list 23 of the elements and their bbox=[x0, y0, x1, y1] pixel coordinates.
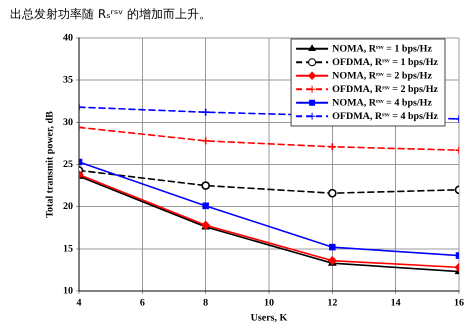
y-tick-label: 30 bbox=[63, 116, 73, 128]
x-tick-label: 10 bbox=[264, 298, 274, 309]
y-tick-label: 10 bbox=[63, 286, 73, 297]
x-tick-label: 8 bbox=[203, 298, 208, 309]
x-tick-label: 16 bbox=[454, 298, 464, 309]
y-tick-label: 40 bbox=[63, 32, 73, 44]
y-tick-label: 15 bbox=[63, 243, 73, 254]
legend-label: NOMA, Rʳˢᵛ = 4 bps/Hz bbox=[332, 97, 432, 108]
x-tick-label: 6 bbox=[140, 298, 145, 309]
y-axis-title: Total transmit power, dB bbox=[44, 110, 56, 218]
x-axis-title: Users, K bbox=[250, 312, 288, 324]
y-tick-label: 25 bbox=[63, 159, 73, 170]
legend-label: OFDMA, Rʳˢᵛ = 2 bps/Hz bbox=[332, 84, 439, 95]
y-tick-label: 35 bbox=[63, 74, 73, 86]
x-tick-label: 14 bbox=[390, 298, 401, 309]
x-tick-label: 12 bbox=[327, 298, 338, 309]
legend-label: NOMA, Rʳˢᵛ = 1 bps/Hz bbox=[332, 43, 432, 54]
x-tick-label: 4 bbox=[76, 298, 82, 309]
legend-label: OFDMA, Rʳˢᵛ = 1 bps/Hz bbox=[332, 56, 439, 68]
text: 出总发射功率随 Rₛʳˢᵛ 的增加而上升。 bbox=[10, 6, 212, 23]
legend-label: NOMA, Rʳˢᵛ = 2 bps/Hz bbox=[332, 70, 432, 82]
legend-label: OFDMA, Rʳˢᵛ = 4 bps/Hz bbox=[332, 110, 439, 122]
y-tick-label: 20 bbox=[63, 201, 73, 212]
